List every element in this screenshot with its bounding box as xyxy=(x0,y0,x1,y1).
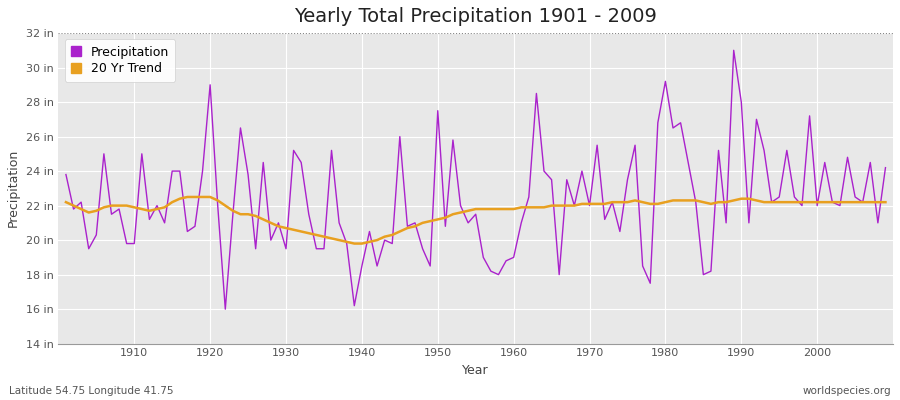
Text: Latitude 54.75 Longitude 41.75: Latitude 54.75 Longitude 41.75 xyxy=(9,386,174,396)
Title: Yearly Total Precipitation 1901 - 2009: Yearly Total Precipitation 1901 - 2009 xyxy=(294,7,657,26)
Text: worldspecies.org: worldspecies.org xyxy=(803,386,891,396)
X-axis label: Year: Year xyxy=(463,364,489,377)
Legend: Precipitation, 20 Yr Trend: Precipitation, 20 Yr Trend xyxy=(65,39,176,82)
Y-axis label: Precipitation: Precipitation xyxy=(7,149,20,228)
